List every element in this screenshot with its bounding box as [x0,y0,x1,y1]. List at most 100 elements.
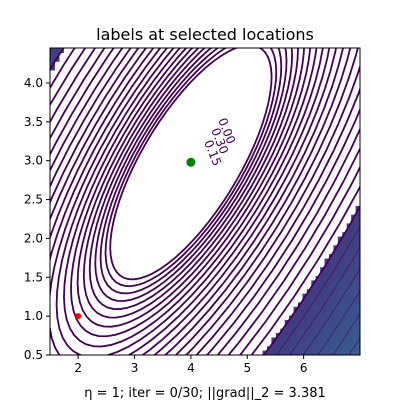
contour-fill-cell [280,337,286,343]
contour-fill-cell [324,306,330,312]
contour-fill-cell [315,284,321,290]
contour-fill-cell [280,346,286,352]
y-tick-label: 3.0 [24,154,43,168]
contour-fill-cell [346,236,352,242]
contour-fill-cell [329,328,335,334]
contour-fill-cell [275,341,281,347]
contour-fill-cell [333,297,339,303]
contour-fill-cell [346,297,352,303]
contour-fill-cell [355,258,360,264]
contour-fill-cell [333,249,339,255]
contour-fills [50,48,360,355]
y-tick-label: 2.0 [24,231,43,245]
contour-fill-cell [315,306,321,312]
contour-fill-cell [311,341,317,347]
contour-fill-cell [355,337,360,343]
contour-fill-cell [280,333,286,339]
contour-fill-cell [351,333,357,339]
contour-fill-cell [355,324,360,330]
contour-fill-cell [320,328,326,334]
contour-fill-cell [351,306,357,312]
contour-fill-cell [289,346,295,352]
contour-fill-cell [342,280,348,286]
contour-fill-cell [351,223,357,229]
contour-fill-cell [333,306,339,312]
contour-fill-cell [306,302,312,308]
contour-fill-cell [298,319,304,325]
contour-fill-cell [337,249,343,255]
contour-fill-cell [293,341,299,347]
contour-fill-cell [355,284,360,290]
contour-fill-cell [293,319,299,325]
contour-fill-cell [302,337,308,343]
contour-fill-cell [320,315,326,321]
contour-fill-cell [351,236,357,242]
contour-fill-cell [298,311,304,317]
contour-fill-cell [311,293,317,299]
contour-fill-cell [333,267,339,273]
contour-fill-cell [275,337,281,343]
chart-title: labels at selected locations [96,25,314,44]
contour-fill-cell [346,306,352,312]
contour-fill-cell [293,333,299,339]
contour-fill-cell [320,302,326,308]
contour-fill-cell [315,324,321,330]
contour-fill-cell [337,240,343,246]
contour-fill-cell [280,350,286,355]
contour-fill-cell [333,254,339,260]
contour-fill-cell [333,280,339,286]
contour-fill-cell [346,311,352,317]
contour-fill-cell [342,236,348,242]
contour-fill-cell [342,289,348,295]
contour-fill-cell [351,227,357,233]
contour-fill-cell [315,280,321,286]
contour-fill-cell [337,262,343,268]
contour-fill-cell [289,315,295,321]
contour-fill-cell [315,297,321,303]
contour-fill-cell [306,328,312,334]
contour-fill-cell [342,297,348,303]
contour-line [50,48,344,355]
contour-fill-cell [346,280,352,286]
contour-fill-cell [342,324,348,330]
contour-fill-cell [342,276,348,282]
contour-fill-cell [355,293,360,299]
contour-fill-cell [306,350,312,355]
contour-fill-cell [329,258,335,264]
x-tick-label: 5 [243,361,251,375]
contour-line [99,48,283,295]
contour-fill-cell [329,346,335,352]
contour-fill-cell [324,346,330,352]
contour-fill-cell [351,254,357,260]
contour-fill-cell [320,280,326,286]
contour-fill-cell [346,315,352,321]
contour-fill-cell [315,315,321,321]
contour-fill-cell [351,293,357,299]
contour-fill-cell [355,319,360,325]
contour-fill-cell [337,276,343,282]
contour-line [50,48,360,355]
x-axis: 2 3 4 5 6 [74,355,307,375]
contour-fill-cell [355,350,360,355]
contour-fill-cell [355,289,360,295]
contour-fill-cell [355,328,360,334]
contour-fill-cell [351,280,357,286]
contour-fill-cell [337,284,343,290]
contour-fill-cell [289,341,295,347]
y-tick-label: 3.5 [24,115,43,129]
contour-line [50,48,331,355]
contour-fill-cell [337,258,343,264]
contour-fill-cell [346,319,352,325]
contour-fill-cell [351,284,357,290]
contour-fill-cell [298,350,304,355]
contour-fill-cell [355,249,360,255]
contour-fill-cell [50,56,56,62]
contour-fill-cell [293,346,299,352]
contour-fill-cell [355,214,360,220]
contour-fill-cell [298,341,304,347]
contour-fill-cell [355,280,360,286]
contour-fill-cell [351,337,357,343]
contour-fill-cell [346,289,352,295]
